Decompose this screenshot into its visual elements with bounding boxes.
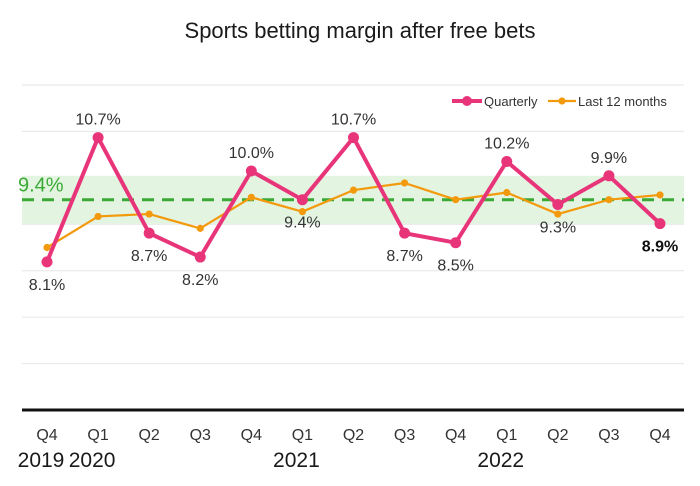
data-label: 9.4% — [284, 215, 320, 232]
point-last-12-months — [605, 196, 613, 204]
point-last-12-months — [400, 179, 409, 187]
data-label: 9.9% — [591, 150, 627, 167]
x-tick-label: Q4 — [241, 427, 262, 444]
x-axis: Q4 Q1 Q2 Q3 Q4 Q1 Q2 Q3 Q4 Q1 Q2 Q3 Q4 2019 2020 2021 20… — [18, 408, 684, 472]
point-quarterly — [654, 218, 666, 230]
data-label: 8.2% — [182, 272, 218, 289]
point-last-12-months — [196, 224, 204, 232]
target-label: 9.4% — [18, 175, 64, 197]
data-label: 8.9% — [642, 239, 678, 256]
year-label: 2021 — [273, 449, 320, 472]
legend-marker-last-12-months — [558, 97, 566, 105]
point-last-12-months — [349, 186, 358, 194]
chart-title: Sports betting margin after free bets — [185, 18, 536, 43]
legend-label-last-12-months: Last 12 months — [578, 94, 667, 109]
point-quarterly — [552, 198, 564, 210]
year-label: 2020 — [69, 449, 116, 472]
point-quarterly — [41, 256, 53, 268]
x-tick-label: Q4 — [649, 427, 670, 444]
series-lines — [41, 132, 666, 268]
x-tick-label: Q3 — [394, 427, 415, 444]
x-tick-label: Q2 — [547, 427, 568, 444]
point-last-12-months — [503, 188, 511, 197]
legend-marker-quarterly — [462, 96, 472, 106]
year-label: 2019 — [18, 449, 65, 472]
legend-label-quarterly: Quarterly — [484, 94, 538, 109]
data-label: 10.0% — [229, 145, 274, 162]
x-tick-label: Q2 — [138, 427, 159, 444]
point-quarterly — [348, 132, 359, 144]
year-label: 2022 — [477, 449, 524, 472]
legend: Quarterly Last 12 months — [452, 94, 667, 109]
data-label: 8.7% — [386, 248, 422, 265]
point-last-12-months — [656, 191, 664, 199]
point-quarterly — [143, 227, 155, 239]
data-label: 9.3% — [540, 219, 576, 236]
point-last-12-months — [554, 210, 562, 218]
point-quarterly — [450, 237, 462, 249]
point-last-12-months — [298, 208, 307, 216]
point-last-12-months — [94, 212, 102, 221]
point-quarterly — [296, 194, 308, 206]
data-labels: 8.1% 10.7% 8.7% 8.2% 10.0% 9.4% 10.7% 8.7% 8.5% 1… — [29, 112, 678, 294]
data-label: 10.7% — [75, 112, 120, 129]
point-quarterly — [92, 132, 104, 144]
x-tick-label: Q4 — [36, 427, 57, 444]
x-tick-label: Q1 — [292, 427, 313, 444]
x-tick-label: Q4 — [445, 427, 466, 444]
point-last-12-months — [452, 196, 460, 204]
point-quarterly — [245, 165, 257, 177]
point-last-12-months — [247, 193, 255, 201]
point-last-12-months — [43, 243, 51, 252]
point-quarterly — [399, 227, 411, 239]
x-tick-label: Q1 — [496, 427, 517, 444]
point-quarterly — [501, 155, 513, 167]
x-tick-label: Q3 — [190, 427, 211, 444]
data-label: 8.1% — [29, 277, 65, 294]
data-label: 8.7% — [131, 248, 167, 265]
x-tick-label: Q1 — [87, 427, 108, 444]
point-quarterly — [603, 170, 615, 182]
data-label: 8.5% — [437, 258, 473, 275]
point-last-12-months — [145, 210, 153, 218]
point-quarterly — [194, 251, 206, 263]
x-tick-label: Q2 — [343, 427, 364, 444]
data-label: 10.2% — [484, 135, 529, 152]
data-label: 10.7% — [331, 112, 376, 129]
x-tick-label: Q3 — [598, 427, 619, 444]
